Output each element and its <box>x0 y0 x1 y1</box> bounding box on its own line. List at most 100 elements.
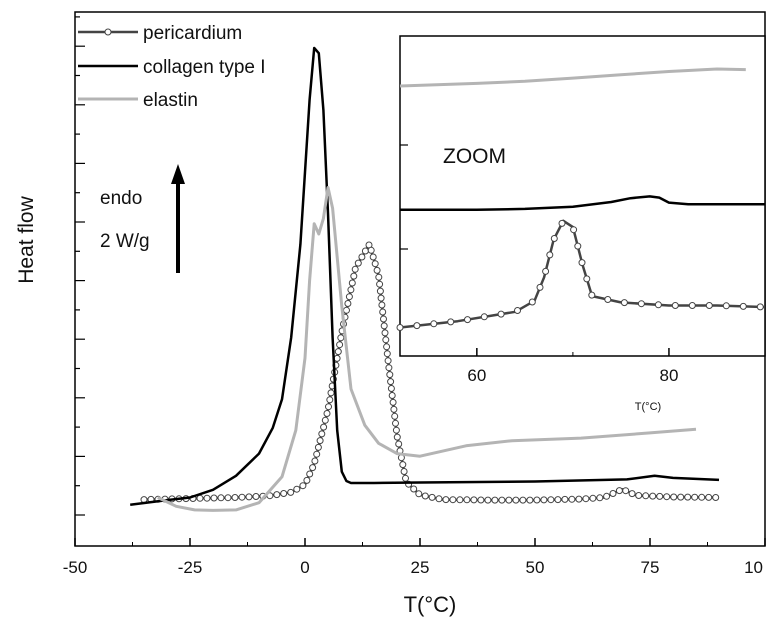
point-pericardium-106 <box>484 496 492 504</box>
point-pericardium-75 <box>383 350 391 358</box>
x-tick-label-5: 75 <box>641 558 660 577</box>
inset-point-pericardium-2 <box>430 320 438 328</box>
inset-point-pericardium-5 <box>480 313 488 321</box>
point-pericardium-34 <box>323 410 331 417</box>
point-pericardium-105 <box>477 496 485 504</box>
point-pericardium-132 <box>663 493 671 501</box>
point-pericardium-69 <box>379 308 387 316</box>
point-pericardium-93 <box>402 474 409 482</box>
inset-series-line-elastin <box>399 67 746 88</box>
inset-point-pericardium-21 <box>637 300 645 308</box>
point-pericardium-54 <box>350 272 358 280</box>
point-pericardium-25 <box>306 470 314 478</box>
point-pericardium-95 <box>410 485 418 493</box>
inset-point-pericardium-0 <box>396 324 404 331</box>
point-pericardium-114 <box>540 496 548 504</box>
point-pericardium-42 <box>333 354 341 362</box>
x-tick-label-1: -25 <box>178 558 203 577</box>
point-pericardium-43 <box>334 348 342 356</box>
point-pericardium-117 <box>561 495 569 503</box>
inset-point-pericardium-26 <box>722 302 730 310</box>
point-pericardium-28 <box>313 450 321 458</box>
inset-x-tick-label-0: 60 <box>467 366 486 385</box>
point-pericardium-22 <box>293 485 301 493</box>
point-pericardium-9 <box>203 494 211 502</box>
point-pericardium-62 <box>371 260 379 268</box>
point-pericardium-125 <box>615 487 623 495</box>
point-pericardium-67 <box>377 294 385 302</box>
point-pericardium-61 <box>369 253 377 261</box>
point-pericardium-14 <box>238 493 246 501</box>
point-pericardium-122 <box>596 494 604 502</box>
point-pericardium-49 <box>343 306 350 314</box>
point-pericardium-82 <box>389 398 397 406</box>
point-pericardium-24 <box>303 476 311 484</box>
legend-label-collagen: collagen type I <box>143 57 266 78</box>
point-pericardium-118 <box>568 495 576 503</box>
inset-point-pericardium-16 <box>578 259 586 267</box>
inset-point-pericardium-17 <box>583 275 591 283</box>
point-pericardium-76 <box>384 357 392 365</box>
point-pericardium-57 <box>358 253 366 261</box>
point-pericardium-29 <box>314 443 322 451</box>
point-pericardium-129 <box>642 492 650 500</box>
point-pericardium-131 <box>656 492 664 500</box>
x-tick-label-3: 25 <box>411 558 430 577</box>
point-pericardium-65 <box>376 280 384 288</box>
point-pericardium-79 <box>387 378 395 386</box>
point-pericardium-124 <box>609 490 617 497</box>
point-pericardium-127 <box>628 490 636 498</box>
point-pericardium-137 <box>698 493 706 501</box>
inset-point-pericardium-27 <box>739 302 747 310</box>
point-pericardium-112 <box>526 496 534 504</box>
inset-point-pericardium-25 <box>705 302 713 309</box>
point-pericardium-116 <box>554 496 562 504</box>
legend-label-elastin: elastin <box>143 90 198 111</box>
y-axis-ticks <box>75 16 85 516</box>
point-pericardium-133 <box>670 493 678 501</box>
point-pericardium-19 <box>273 491 281 499</box>
point-pericardium-126 <box>622 487 630 495</box>
inset-point-pericardium-3 <box>447 318 455 326</box>
point-pericardium-12 <box>224 494 232 502</box>
point-pericardium-108 <box>498 496 506 504</box>
point-pericardium-58 <box>361 247 369 255</box>
point-pericardium-120 <box>582 495 590 503</box>
point-pericardium-37 <box>327 389 335 397</box>
point-pericardium-35 <box>325 403 332 411</box>
inset-point-pericardium-7 <box>514 307 521 314</box>
inset-x-tick-label-1: 80 <box>659 366 678 385</box>
x-tick-label-2: 0 <box>300 558 309 577</box>
inset-point-pericardium-19 <box>604 296 612 303</box>
point-pericardium-11 <box>217 494 225 502</box>
point-pericardium-66 <box>376 287 384 295</box>
point-pericardium-84 <box>391 412 399 420</box>
point-pericardium-85 <box>392 419 399 427</box>
point-pericardium-64 <box>375 273 383 281</box>
scale-arrow-head <box>171 164 185 184</box>
point-pericardium-52 <box>347 286 355 294</box>
inset-series-line-collagen-type-i <box>400 195 765 212</box>
point-pericardium-113 <box>533 496 541 504</box>
zoom-inset: ZOOM 60 80 T(°C) <box>396 35 766 413</box>
inset-point-pericardium-22 <box>654 301 662 309</box>
point-pericardium-107 <box>491 496 499 504</box>
point-pericardium-73 <box>382 336 390 344</box>
inset-point-pericardium-20 <box>620 299 628 307</box>
inset-point-pericardium-1 <box>413 322 421 330</box>
series-line-collagen-type-i <box>130 46 720 506</box>
point-pericardium-97 <box>421 492 429 500</box>
point-pericardium-138 <box>705 493 713 501</box>
point-pericardium-86 <box>392 426 400 434</box>
point-pericardium-109 <box>505 496 513 504</box>
point-pericardium-72 <box>381 329 389 337</box>
point-pericardium-71 <box>380 322 388 330</box>
point-pericardium-92 <box>400 468 408 475</box>
x-tick-label-0: -50 <box>63 558 88 577</box>
point-pericardium-44 <box>336 341 344 349</box>
inset-point-pericardium-8 <box>528 298 536 306</box>
point-pericardium-121 <box>589 494 597 502</box>
inset-point-pericardium-13 <box>558 219 566 227</box>
inset-frame <box>399 35 766 357</box>
